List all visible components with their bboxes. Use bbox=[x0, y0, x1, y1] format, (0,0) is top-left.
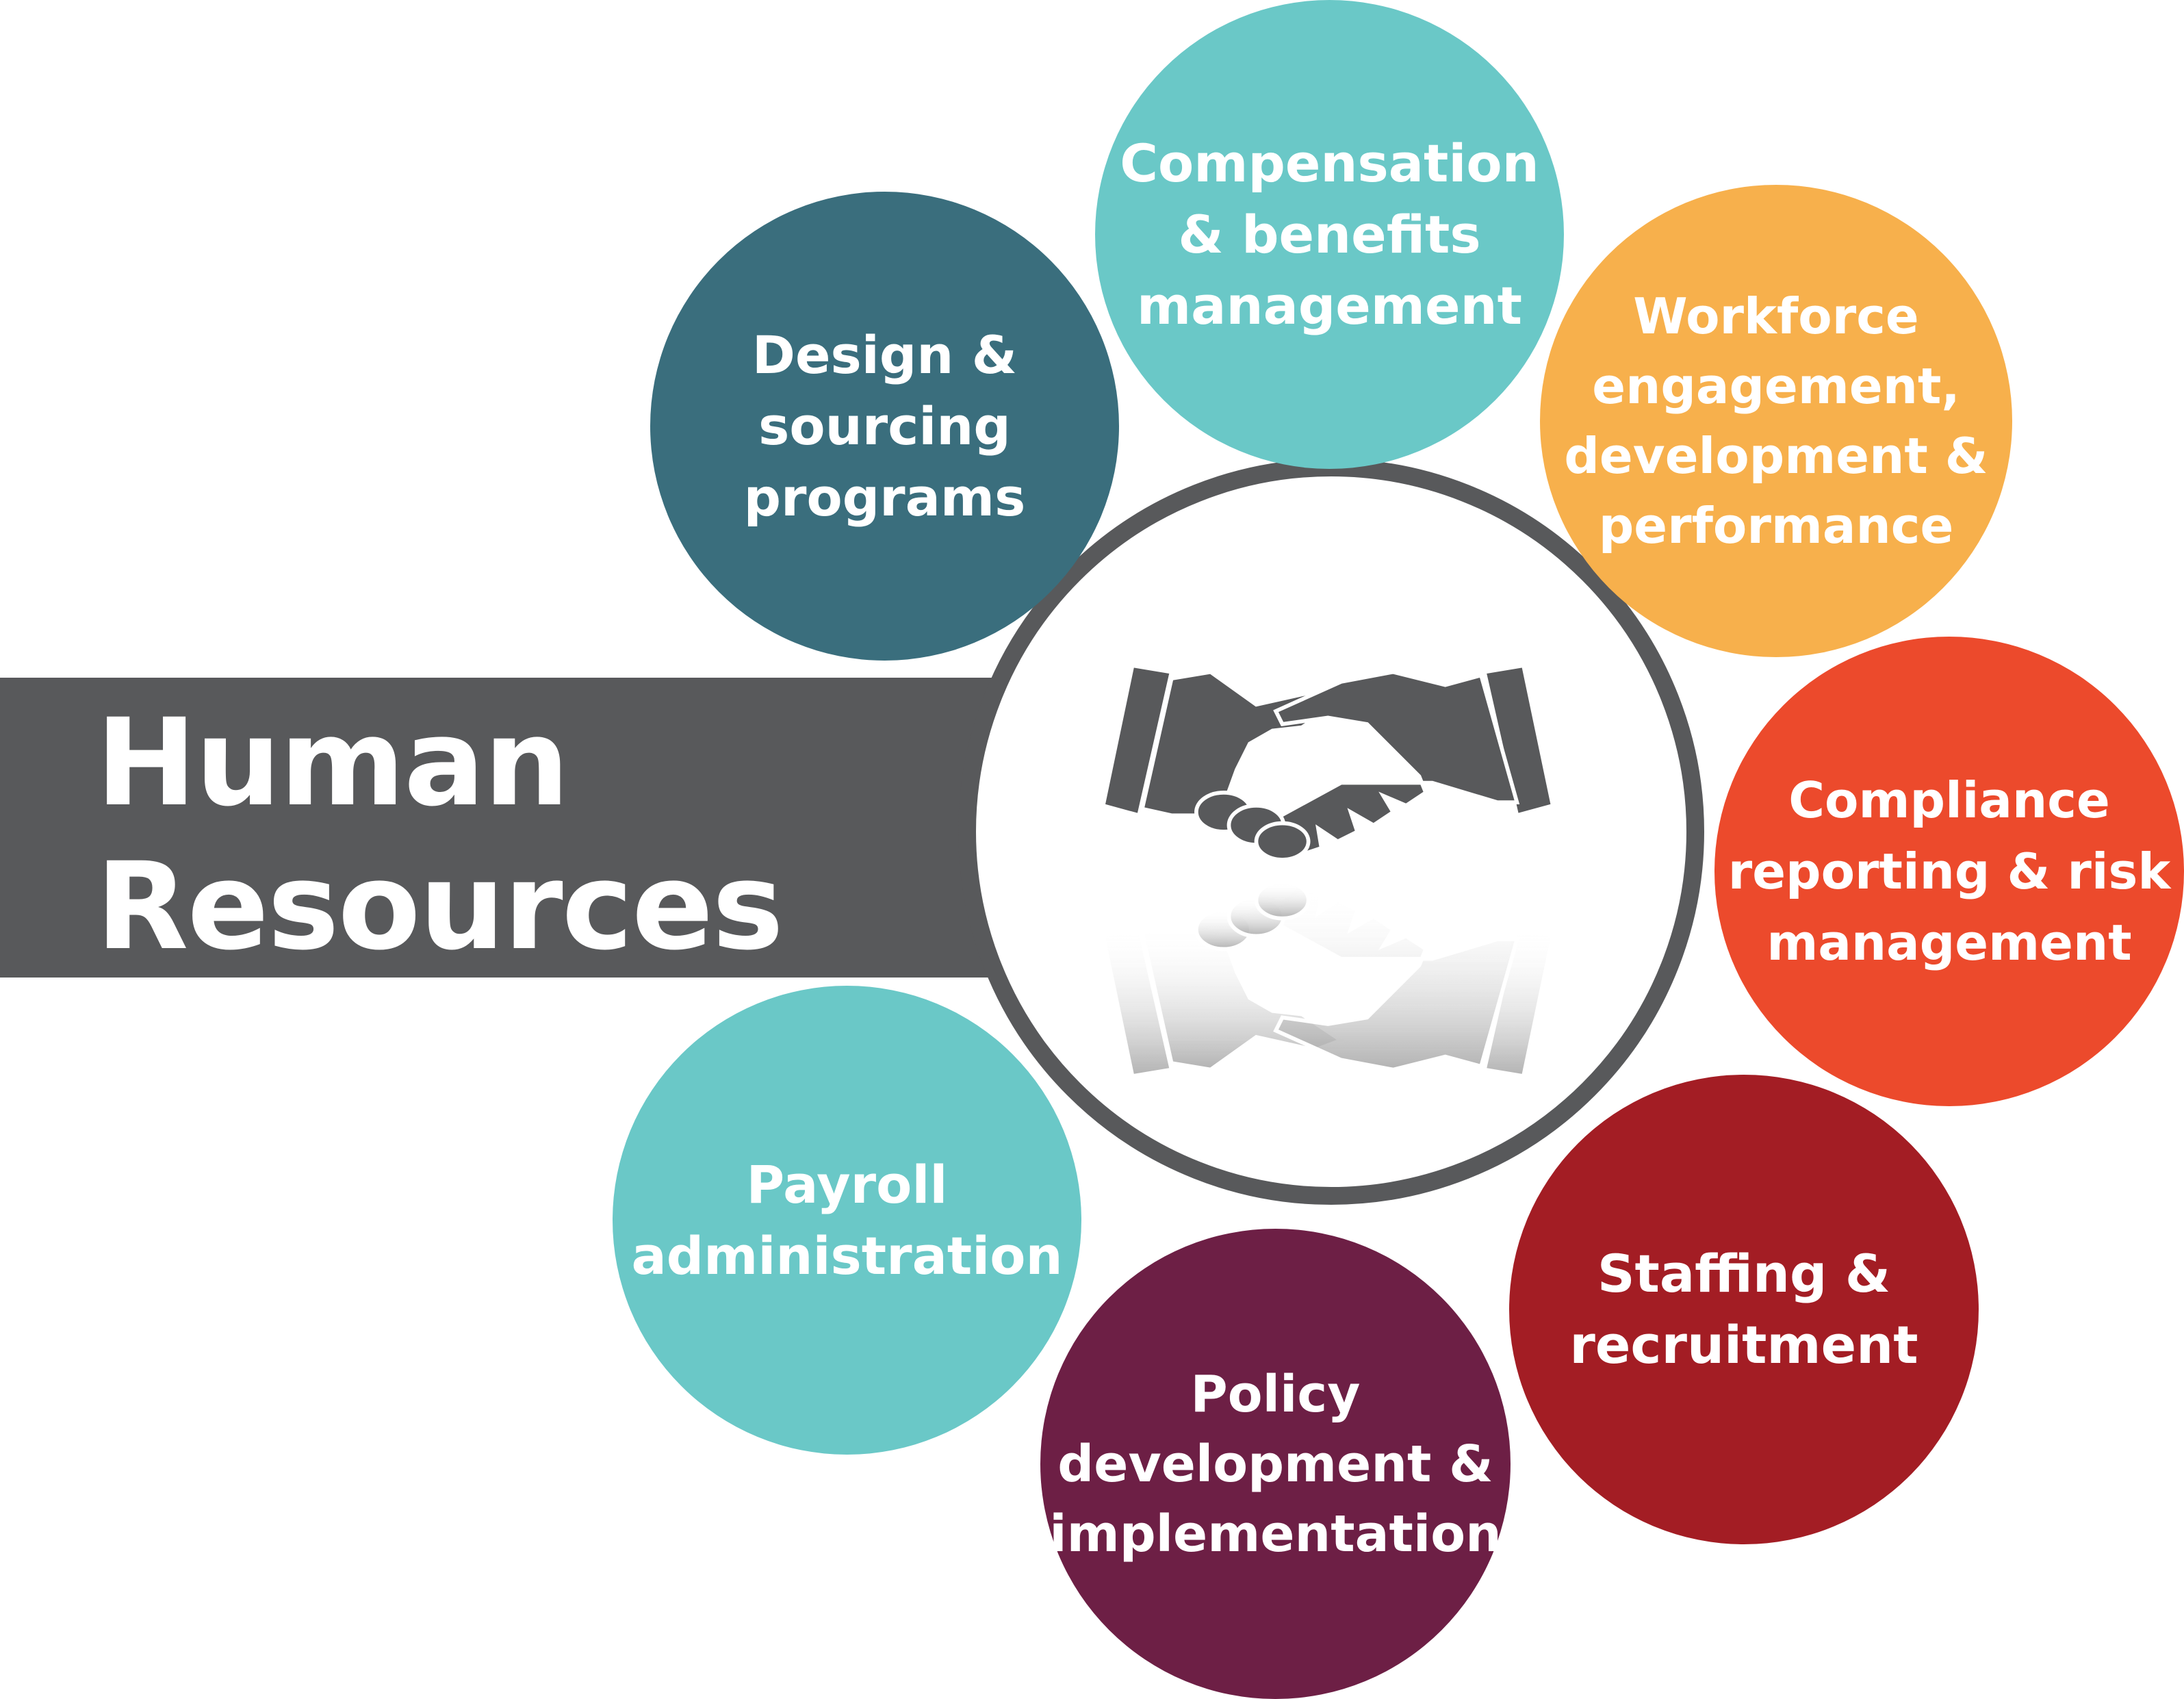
node-compensation-benefits: Compensation & benefits management bbox=[1095, 0, 1564, 469]
node-workforce-engagement: Workforce engagement, development & perf… bbox=[1540, 185, 2012, 657]
node-label-line: Payroll bbox=[746, 1153, 948, 1215]
node-label-line: Policy bbox=[1190, 1364, 1361, 1424]
hub-circle bbox=[958, 459, 1704, 1205]
title-line-1: Human bbox=[96, 693, 569, 833]
node-label-line: management bbox=[1136, 274, 1522, 336]
node-label-line: programs bbox=[743, 466, 1026, 528]
node-label-line: performance bbox=[1598, 497, 1954, 554]
node-label-line: implementation bbox=[1049, 1504, 1502, 1563]
node-label-line: administration bbox=[631, 1225, 1063, 1286]
node-policy-development: Policy development & implementation bbox=[1040, 1229, 1511, 1699]
node-label-line: engagement, bbox=[1592, 357, 1960, 415]
node-payroll-administration: Payroll administration bbox=[613, 986, 1081, 1455]
node-label: Policy development & implementation bbox=[1049, 1359, 1502, 1569]
node-label: Compliance reporting & risk management bbox=[1728, 765, 2171, 978]
node-label: Staffing & recruitment bbox=[1569, 1238, 1918, 1381]
node-label-line: & benefits bbox=[1178, 203, 1481, 265]
diagram-title: Human Resources bbox=[96, 691, 784, 979]
node-compliance-risk: Compliance reporting & risk management bbox=[1714, 637, 2184, 1106]
node-label-line: Workforce bbox=[1633, 288, 1919, 345]
node-label-line: reporting & risk bbox=[1727, 843, 2171, 900]
node-label-line: Design & bbox=[751, 324, 1018, 385]
node-label-line: recruitment bbox=[1569, 1314, 1918, 1375]
node-staffing-recruitment: Staffing & recruitment bbox=[1509, 1075, 1979, 1544]
title-line-2: Resources bbox=[96, 836, 784, 977]
node-label-line: Compliance bbox=[1788, 771, 2110, 829]
node-label: Workforce engagement, development & perf… bbox=[1564, 281, 1988, 561]
node-label-line: development & bbox=[1057, 1434, 1493, 1494]
node-label-line: Compensation bbox=[1120, 132, 1539, 194]
node-label: Design & sourcing programs bbox=[744, 320, 1026, 533]
node-label: Payroll administration bbox=[631, 1149, 1062, 1292]
node-label-line: sourcing bbox=[758, 395, 1011, 457]
title-bar bbox=[0, 678, 999, 978]
node-label-line: Staffing & bbox=[1597, 1243, 1891, 1304]
handshake-icon bbox=[1101, 663, 1556, 1079]
node-label-line: development & bbox=[1564, 427, 1988, 485]
node-design-sourcing: Design & sourcing programs bbox=[650, 192, 1119, 661]
node-label-line: management bbox=[1767, 914, 2132, 971]
node-label: Compensation & benefits management bbox=[1120, 128, 1539, 342]
